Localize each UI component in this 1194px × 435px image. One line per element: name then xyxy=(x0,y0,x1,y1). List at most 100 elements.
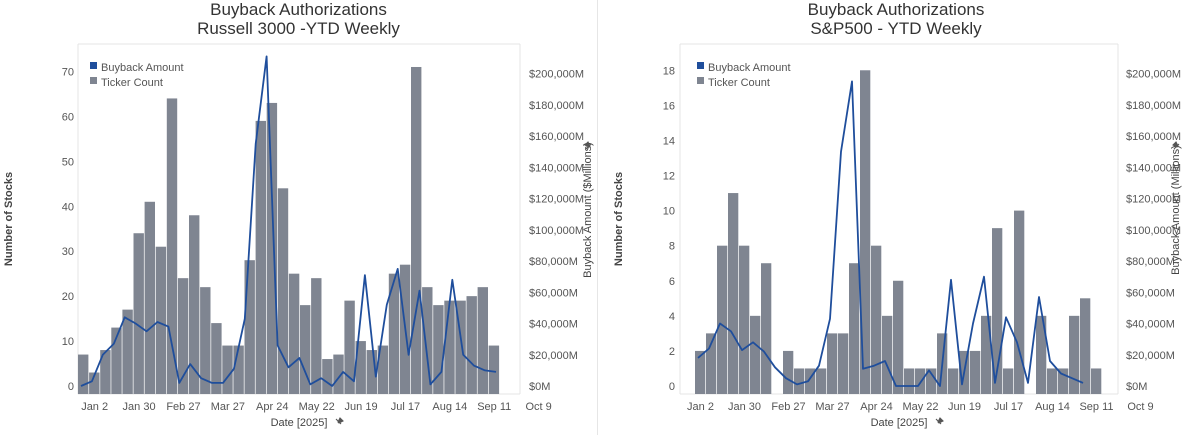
bar xyxy=(477,287,488,394)
bar xyxy=(322,359,333,394)
bar xyxy=(244,260,255,394)
bar xyxy=(111,327,122,394)
y2-axis-title: Buyback Amount ($Millions) xyxy=(582,142,594,278)
bar xyxy=(838,333,849,394)
bar xyxy=(1091,368,1102,394)
y-tick-label: 20 xyxy=(62,291,74,303)
x-tick-label: May 22 xyxy=(902,401,938,413)
bar xyxy=(388,273,400,394)
y2-tick-label: $80,000M xyxy=(529,256,578,268)
y2-tick-label: $180,000M xyxy=(529,100,584,112)
bar xyxy=(89,372,100,394)
x-tick-label: Feb 27 xyxy=(771,401,805,413)
bar xyxy=(1069,315,1080,394)
bar xyxy=(882,315,893,394)
x-tick-label: Oct 9 xyxy=(1127,401,1153,413)
panel-divider xyxy=(597,0,598,435)
bar xyxy=(915,368,926,394)
x-tick-label: Apr 24 xyxy=(256,401,288,413)
bar xyxy=(794,368,805,394)
y2-tick-label: $20,000M xyxy=(1126,350,1175,362)
y2-tick-label: $0M xyxy=(1126,381,1147,393)
y-tick-label: 10 xyxy=(62,336,74,348)
x-tick-label: Jan 30 xyxy=(123,401,156,413)
legend-swatch-buyback-amount xyxy=(90,62,97,69)
bar xyxy=(893,280,904,394)
bar xyxy=(189,215,200,394)
y2-tick-label: $20,000M xyxy=(529,350,578,362)
y-tick-label: 10 xyxy=(663,206,675,218)
bar xyxy=(728,193,739,394)
bar xyxy=(1014,210,1025,394)
x-tick-label: Jan 30 xyxy=(728,401,761,413)
bar xyxy=(266,102,278,394)
x-tick-label: Jan 2 xyxy=(687,401,714,413)
chart-subtitle: S&P500 - YTD Weekly xyxy=(810,19,982,38)
bar xyxy=(926,368,937,394)
chart-plot-svg[interactable]: 0 2 4 6 8 10 12 14 16 18 $0M $20,000M $40,000M $60,00… xyxy=(598,0,1194,435)
bar xyxy=(222,345,233,394)
bar xyxy=(805,368,816,394)
y-tick-label: 18 xyxy=(663,65,675,77)
y2-tick-label: $40,000M xyxy=(1126,319,1175,331)
y2-tick-label: $80,000M xyxy=(1126,256,1175,268)
x-tick-label: Feb 27 xyxy=(166,401,200,413)
line-series-buyback-amount xyxy=(697,80,1084,387)
bar xyxy=(455,300,466,394)
y2-tick-label: $100,000M xyxy=(529,225,584,237)
bar xyxy=(78,354,89,394)
bar xyxy=(377,345,389,394)
bar xyxy=(695,350,706,394)
bar xyxy=(355,341,366,394)
pin-icon[interactable] xyxy=(935,417,944,425)
y-tick-label: 70 xyxy=(62,66,74,78)
bar xyxy=(300,305,311,394)
y-tick-label: 0 xyxy=(669,381,675,393)
pin-icon[interactable] xyxy=(1172,141,1180,150)
y2-tick-label: $40,000M xyxy=(529,319,578,331)
bar xyxy=(488,345,500,394)
y-tick-label: 50 xyxy=(62,156,74,168)
y-tick-label: 0 xyxy=(68,381,74,393)
chart-sp500: Buyback Authorizations S&P500 - YTD Week… xyxy=(598,0,1194,435)
y2-tick-label: $120,000M xyxy=(529,194,584,206)
x-tick-label: Jun 19 xyxy=(345,401,378,413)
x-tick-label: Mar 27 xyxy=(211,401,245,413)
x-tick-label: May 22 xyxy=(299,401,335,413)
y2-tick-label: $60,000M xyxy=(529,287,578,299)
y-tick-label: 12 xyxy=(663,171,675,183)
y2-tick-label: $60,000M xyxy=(1126,287,1175,299)
bar xyxy=(761,263,772,394)
bar xyxy=(970,350,981,394)
y2-tick-label: $200,000M xyxy=(529,69,584,81)
y-tick-label: 2 xyxy=(669,346,675,358)
chart-plot-svg[interactable]: 0 10 20 30 40 50 60 70 $0M $20,000M $40,000M $60,00… xyxy=(0,0,597,435)
bar xyxy=(433,305,444,394)
chart-title: Buyback Authorizations xyxy=(807,0,985,19)
bar xyxy=(717,245,728,394)
y-tick-label: 60 xyxy=(62,111,74,123)
bar xyxy=(948,368,959,394)
bar xyxy=(133,233,144,394)
bar xyxy=(1047,368,1058,394)
bar xyxy=(211,323,222,394)
x-tick-label: Mar 27 xyxy=(815,401,849,413)
y-tick-label: 16 xyxy=(663,100,675,112)
chart-subtitle: Russell 3000 -YTD Weekly xyxy=(197,19,400,38)
y2-tick-label: $100,000M xyxy=(1126,225,1181,237)
y2-tick-label: $120,000M xyxy=(1126,194,1181,206)
pin-icon[interactable] xyxy=(335,417,344,425)
bar xyxy=(739,245,750,394)
bar xyxy=(155,246,167,394)
bar xyxy=(444,300,455,394)
pin-icon[interactable] xyxy=(584,141,592,150)
legend-swatch-buyback-amount xyxy=(697,62,704,69)
y2-tick-label: $200,000M xyxy=(1126,69,1181,81)
legend-swatch-ticker-count xyxy=(90,77,97,84)
bar xyxy=(871,245,882,394)
bar xyxy=(783,350,794,394)
bar xyxy=(904,368,915,394)
bar xyxy=(816,368,827,394)
x-tick-label: Jul 17 xyxy=(391,401,420,413)
y2-tick-label: $180,000M xyxy=(1126,100,1181,112)
